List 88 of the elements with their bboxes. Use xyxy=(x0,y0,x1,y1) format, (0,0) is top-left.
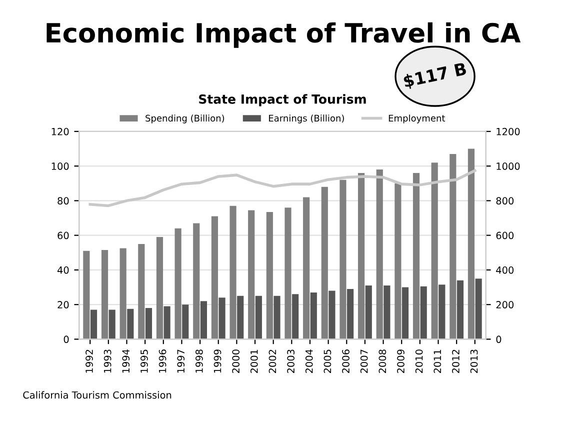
bar xyxy=(376,170,383,340)
bar xyxy=(384,286,390,340)
bar xyxy=(328,290,336,340)
x-tick-label: 2009 xyxy=(397,350,404,373)
bar xyxy=(303,197,310,340)
bar xyxy=(310,292,317,340)
bar xyxy=(101,250,108,340)
legend-label: Earnings (Billion) xyxy=(269,114,344,124)
x-tick-label: 1992 xyxy=(86,350,93,373)
x-tick-label: 1994 xyxy=(122,349,130,373)
x-tick-label: 1996 xyxy=(158,350,166,373)
bar xyxy=(292,294,299,340)
bar xyxy=(431,162,438,340)
bar xyxy=(394,183,402,340)
bar xyxy=(138,244,145,340)
x-tick-label: 2004 xyxy=(305,349,313,373)
bar xyxy=(211,216,218,340)
bar xyxy=(340,180,346,340)
x-tick-label: 2013 xyxy=(470,350,478,373)
x-tick-label: 1993 xyxy=(104,350,112,373)
bar xyxy=(365,286,372,340)
y2-tick-label: 600 xyxy=(496,232,514,240)
bar xyxy=(90,310,98,340)
x-tick-label: 2008 xyxy=(378,350,386,373)
text: $117 B xyxy=(402,62,468,90)
y2-tick-label: 1000 xyxy=(496,162,520,170)
bar xyxy=(420,286,427,340)
y-tick-label: 80 xyxy=(58,197,69,205)
line-series xyxy=(88,169,476,208)
x-tick-label: 2001 xyxy=(250,350,258,373)
bar xyxy=(108,310,116,340)
text: California Tourism Commission xyxy=(23,391,172,399)
x-tick-label: 2005 xyxy=(324,350,332,373)
y-tick-label: 40 xyxy=(57,266,69,274)
x-tick-label: 2000 xyxy=(232,350,240,373)
y-tick-label: 20 xyxy=(58,301,69,308)
bar xyxy=(450,154,456,340)
bar xyxy=(164,306,170,340)
bar xyxy=(156,237,164,340)
x-tick-label: 2010 xyxy=(415,350,423,373)
y-tick-label: 0 xyxy=(64,336,69,344)
bar xyxy=(182,304,189,340)
y-tick-label: 100 xyxy=(52,162,69,170)
x-tick-label: 2011 xyxy=(434,350,442,373)
y2-tick-label: 800 xyxy=(496,197,514,205)
y2-tick-label: 400 xyxy=(496,266,514,274)
x-tick-label: 2012 xyxy=(452,350,460,373)
legend-label: Employment xyxy=(388,114,446,124)
x-tick-label: 1995 xyxy=(140,350,148,373)
x-tick-label: 2006 xyxy=(342,350,350,373)
bar xyxy=(347,288,354,340)
x-tick-label: 2003 xyxy=(287,350,294,373)
bar xyxy=(193,223,200,340)
bar xyxy=(174,228,182,340)
bar xyxy=(218,298,226,340)
bar xyxy=(248,210,255,340)
bar xyxy=(255,296,262,340)
chart-title: Economic Impact of Travel in CA xyxy=(46,22,521,48)
bar xyxy=(468,148,475,340)
y2-tick-label: 1200 xyxy=(496,128,520,136)
bar xyxy=(402,287,409,340)
bar xyxy=(237,296,244,340)
y-tick-label: 60 xyxy=(58,232,69,240)
y-tick-label: 120 xyxy=(52,128,69,136)
y2-tick-label: 200 xyxy=(496,301,514,308)
bar xyxy=(321,186,328,340)
y2-tick-label: 0 xyxy=(496,336,502,344)
x-tick-label: 2007 xyxy=(360,350,368,373)
x-tick-label: 1999 xyxy=(214,350,222,373)
chart-subtitle: State Impact of Tourism xyxy=(199,94,366,106)
x-tick-label: 1997 xyxy=(177,350,185,373)
bar xyxy=(456,280,464,340)
bar xyxy=(120,248,126,340)
bar xyxy=(475,278,482,340)
bar xyxy=(145,308,152,340)
legend-label: Spending (Billion) xyxy=(146,114,224,124)
bar xyxy=(127,308,134,340)
bar xyxy=(438,284,446,340)
bar xyxy=(266,212,273,340)
x-tick-label: 1998 xyxy=(196,350,203,373)
bar xyxy=(200,301,208,340)
bar xyxy=(284,208,292,340)
bar xyxy=(230,206,236,340)
bar xyxy=(274,296,280,340)
bar xyxy=(358,172,365,340)
x-tick-label: 2002 xyxy=(268,350,276,373)
bar xyxy=(412,172,420,340)
bar xyxy=(83,250,90,340)
